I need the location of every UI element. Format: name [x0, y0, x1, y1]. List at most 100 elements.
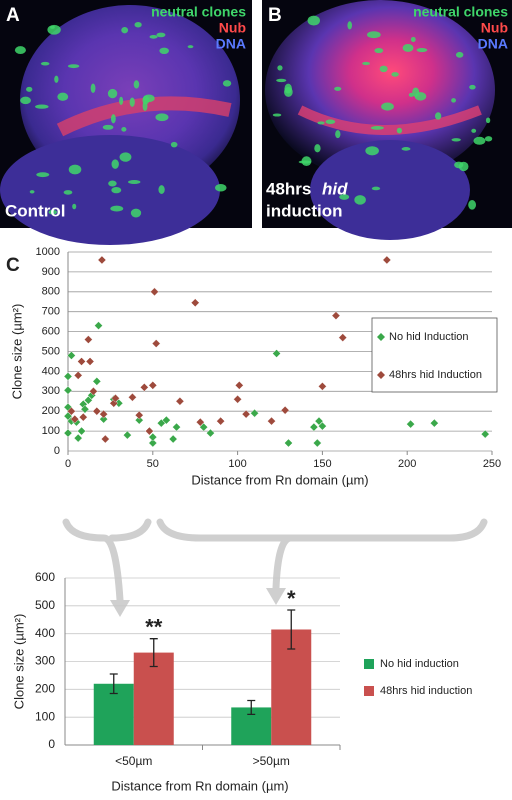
clone-blob — [451, 138, 461, 142]
clone-blob — [119, 152, 132, 162]
tissue-b — [265, 0, 495, 180]
clone-blob — [401, 147, 411, 151]
scatter-point — [99, 414, 108, 424]
scatter-point — [85, 357, 95, 366]
clone-blob — [347, 21, 353, 30]
scatter-point — [94, 321, 103, 330]
arrowhead — [110, 600, 130, 617]
scatter-point — [148, 381, 158, 390]
clone-blob — [119, 96, 124, 106]
clone-blob — [143, 94, 155, 103]
clone-blob — [107, 88, 118, 99]
scatter-point — [280, 405, 290, 415]
scatter-point — [206, 428, 215, 438]
scatter-point — [190, 298, 200, 308]
clone-blob — [354, 195, 366, 205]
x-tick-label: 50 — [147, 458, 159, 470]
clone-blob — [14, 46, 26, 55]
legend-label: No hid induction — [380, 658, 459, 670]
x-tick-label: 0 — [65, 458, 71, 470]
significance-label: ** — [145, 614, 163, 639]
clone-blob — [134, 21, 142, 28]
scatter-point — [175, 396, 185, 406]
clone-blob — [485, 117, 491, 124]
clone-blob — [121, 26, 129, 34]
clone-blob — [57, 92, 69, 101]
scatter-point — [140, 383, 149, 392]
panel-label: C — [6, 255, 20, 276]
y-tick-label: 200 — [42, 405, 60, 417]
clone-blob — [158, 185, 165, 194]
clone-blob — [130, 208, 142, 218]
clone-blob — [402, 43, 414, 52]
caption: induction — [266, 201, 342, 220]
y-tick-label: 0 — [54, 445, 60, 457]
scatter-point — [70, 414, 80, 424]
scatter-point — [309, 422, 319, 432]
legend-label: No hid Induction — [389, 331, 469, 343]
clone-blob — [455, 51, 464, 58]
error-bar — [247, 699, 256, 716]
clone-blob — [102, 124, 114, 130]
bracket — [62, 518, 124, 604]
clone-blob — [365, 146, 379, 156]
scatter-point — [97, 255, 107, 265]
scatter-point — [406, 419, 415, 429]
clone-blob — [108, 180, 117, 187]
nub-band — [56, 96, 232, 137]
clone-blob — [277, 65, 283, 71]
bracket — [108, 518, 152, 542]
scatter-point — [111, 393, 120, 403]
scatter-point — [338, 333, 348, 342]
legend-label: 48hrs hid induction — [380, 685, 472, 697]
scatter-point — [123, 430, 132, 440]
scatter-point — [199, 422, 208, 432]
x-tick-label: 100 — [228, 458, 246, 470]
clone-blob — [469, 84, 476, 90]
y-tick-label: 600 — [35, 570, 55, 584]
scatter-point — [128, 392, 137, 402]
legend-label: 48hrs hid Induction — [389, 369, 482, 381]
clone-blob — [142, 101, 148, 111]
clone-blob — [374, 47, 384, 54]
scatter-point — [235, 381, 244, 390]
clone-blob — [362, 61, 371, 66]
clone-blob — [471, 128, 477, 133]
clone-blob — [366, 31, 381, 39]
bar — [133, 652, 174, 745]
scatter-point — [78, 412, 88, 422]
bracket — [272, 534, 294, 592]
x-tick-label: <50µm — [115, 754, 152, 768]
clone-blob — [416, 47, 428, 53]
clone-blob — [159, 47, 169, 55]
scatter-point — [331, 311, 341, 320]
clone-blob — [54, 75, 59, 83]
clone-blob — [170, 141, 178, 148]
arrowhead — [266, 588, 286, 605]
scatter-point — [151, 339, 161, 348]
y-tick-label: 200 — [35, 682, 55, 696]
scatter-point — [250, 408, 259, 418]
clone-blob — [379, 65, 388, 73]
error-bar — [149, 638, 158, 668]
clone-blob — [20, 96, 31, 105]
scatter-point — [101, 434, 110, 444]
clone-blob — [284, 83, 292, 94]
x-axis-title: Distance from Rn domain (µm) — [191, 472, 368, 487]
clone-blob — [215, 184, 227, 192]
overlay-label: DNA — [216, 36, 246, 52]
scatter-point — [162, 415, 171, 425]
scatter-point — [63, 372, 73, 381]
panel-label: A — [6, 5, 20, 26]
clone-blob — [111, 159, 119, 169]
clone-blob — [72, 203, 77, 210]
clone-blob — [26, 86, 33, 92]
clone-blob — [155, 113, 169, 122]
bracket — [156, 518, 488, 542]
scatter-point — [382, 255, 392, 265]
clone-blob — [391, 72, 399, 77]
clone-blob — [35, 104, 49, 109]
clone-blob — [272, 113, 282, 117]
scatter-point — [318, 421, 327, 431]
overlay-label: Nub — [219, 20, 246, 36]
